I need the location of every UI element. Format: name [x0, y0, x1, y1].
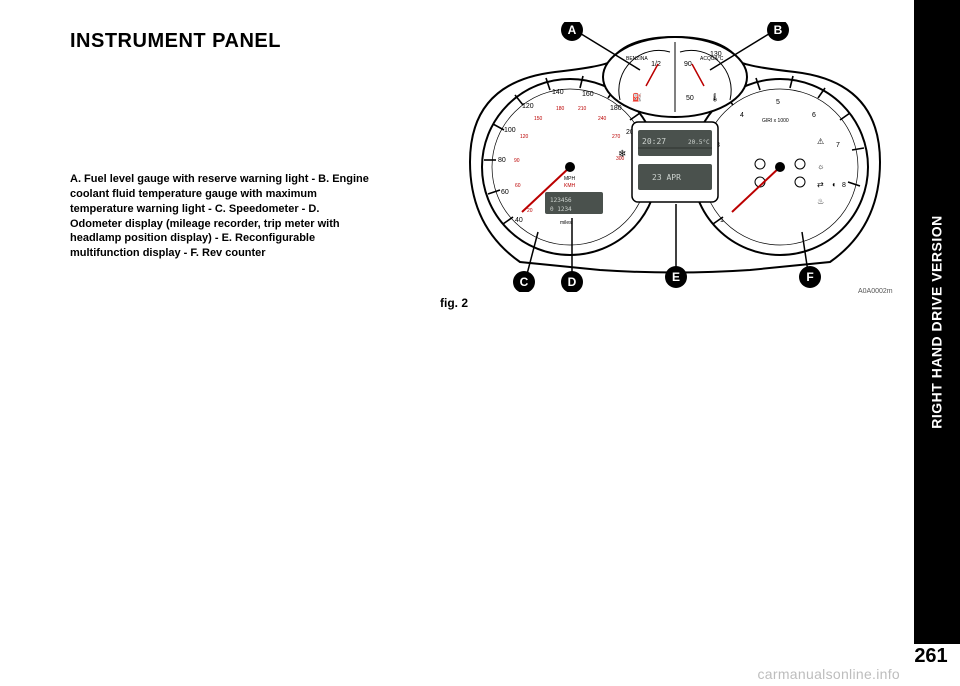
speedo-40: 40	[515, 217, 523, 224]
speedo-r210: 210	[578, 106, 587, 112]
callout-c: C	[520, 275, 529, 289]
tacho-6: 6	[812, 112, 816, 119]
temp-130: 130	[710, 51, 722, 58]
speedo-r120: 120	[520, 134, 529, 140]
speedo-r180: 180	[556, 106, 565, 112]
display-time: 20:27	[642, 137, 666, 146]
speedo-140: 140	[552, 89, 564, 96]
figure-label: fig. 2	[440, 296, 468, 310]
tacho-8: 8	[842, 182, 846, 189]
tacho-7: 7	[836, 142, 840, 149]
fuel-icon: ⛽	[632, 92, 642, 102]
svg-text:☼: ☼	[817, 162, 824, 171]
svg-text:⇄: ⇄	[817, 180, 824, 189]
speedo-160: 160	[582, 91, 594, 98]
speedo-100: 100	[504, 127, 516, 134]
svg-text:❄: ❄	[618, 149, 626, 160]
speedo-80: 80	[498, 157, 506, 164]
speedo-r90: 90	[514, 158, 520, 164]
speedo-r240: 240	[598, 116, 607, 122]
watermark: carmanualsonline.info	[758, 666, 901, 682]
page-number: 261	[908, 645, 954, 668]
temp-50: 50	[686, 95, 694, 102]
svg-text:⚠: ⚠	[817, 137, 824, 146]
odo-trip: 0 1234	[550, 206, 572, 213]
page-title: INSTRUMENT PANEL	[70, 30, 281, 53]
tacho-5: 5	[776, 99, 780, 106]
display-temp: 20.5°C	[688, 139, 710, 146]
odo-total: 123456	[550, 197, 572, 204]
speedo-180: 180	[610, 105, 622, 112]
tacho-4: 4	[740, 112, 744, 119]
speedo-mph: MPH	[564, 176, 576, 182]
temp-icon: 🌡	[710, 93, 720, 102]
callout-f: F	[806, 270, 813, 284]
callout-e: E	[672, 270, 680, 284]
tacho-1: 1	[720, 217, 724, 224]
speedo-r270: 270	[612, 134, 621, 140]
tacho-label: GIRI x 1000	[762, 118, 789, 124]
fuel-label: BENZINA	[626, 56, 648, 62]
callout-a: A	[568, 23, 577, 37]
svg-text:♨: ♨	[817, 197, 824, 206]
temp-90: 90	[684, 61, 692, 68]
snowflake-icon: ❄	[618, 149, 626, 160]
speedo-kmh: KMH	[564, 183, 576, 189]
svg-text:◐: ◐	[832, 180, 837, 189]
odo-unit: miles	[560, 220, 572, 226]
speedo-60: 60	[501, 189, 509, 196]
speedo-120: 120	[522, 103, 534, 110]
panel-description: A. Fuel level gauge with reserve warning…	[70, 172, 370, 261]
speedo-r20: 20	[527, 208, 533, 214]
instrument-panel: 40 60 80 100 120 140 160 180 200 20 60 9…	[460, 22, 890, 272]
display-date: 23 APR	[652, 173, 681, 182]
side-tab: RIGHT HAND DRIVE VERSION	[914, 0, 960, 644]
callout-d: D	[568, 275, 577, 289]
side-tab-label: RIGHT HAND DRIVE VERSION	[929, 215, 945, 428]
speedo-r60: 60	[515, 183, 521, 189]
callout-b: B	[774, 23, 783, 37]
speedo-r150: 150	[534, 116, 543, 122]
